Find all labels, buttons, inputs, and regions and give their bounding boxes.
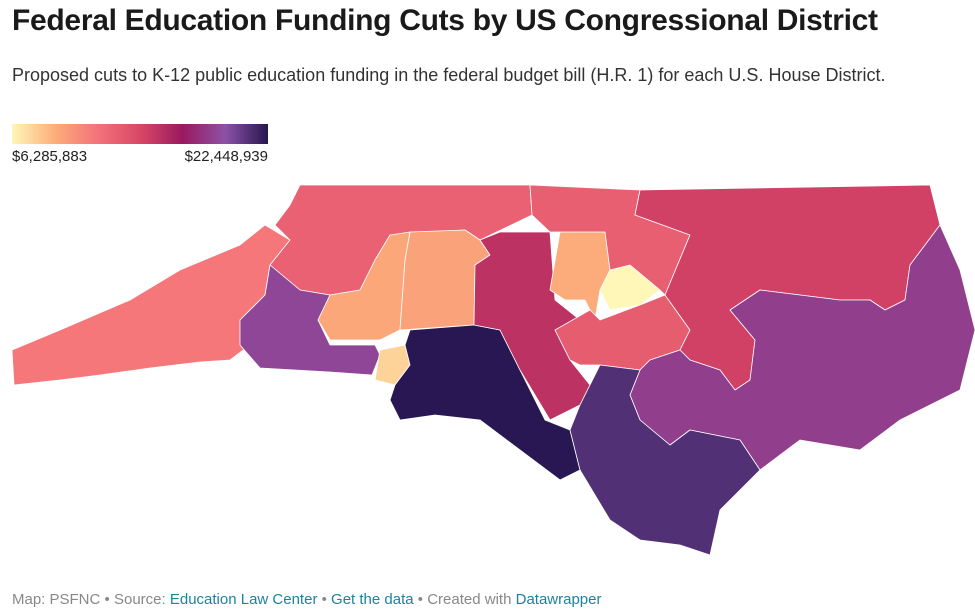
data-link[interactable]: Get the data (331, 591, 414, 608)
legend-min: $6,285,883 (12, 148, 88, 165)
legend-labels: $6,285,883 $22,448,939 (12, 148, 268, 165)
district[interactable] (629, 224, 975, 471)
title: Federal Education Funding Cuts by US Con… (12, 4, 878, 37)
separator: • (321, 591, 327, 608)
legend-gradient (12, 124, 268, 144)
subtitle: Proposed cuts to K-12 public education f… (12, 65, 886, 85)
created-label: Created with (427, 591, 512, 608)
source-label: Source: (113, 591, 166, 608)
legend: $6,285,883 $22,448,939 (12, 124, 268, 165)
separator: • (104, 591, 110, 608)
district[interactable] (11, 224, 291, 386)
footer: Map: PSFNC • Source: Education Law Cente… (12, 591, 602, 608)
separator: • (417, 591, 424, 608)
legend-max: $22,448,939 (184, 148, 268, 165)
footer-map: Map: PSFNC (12, 591, 101, 608)
tool-link[interactable]: Datawrapper (515, 591, 602, 608)
district[interactable] (569, 364, 761, 556)
source-link[interactable]: Education Law Center (169, 591, 318, 608)
